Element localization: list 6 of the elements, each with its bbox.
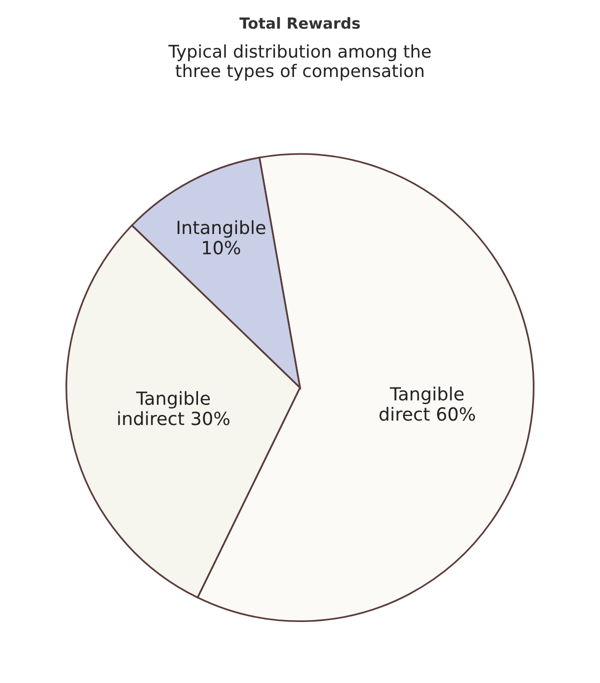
- chart-subtitle: Typical distribution among the three types of compensation: [168, 44, 431, 81]
- data-label: 10%: [202, 240, 240, 254]
- chart-title: Total Rewards: [239, 17, 360, 29]
- slice-label: Tangible indirect 30%: [118, 391, 230, 426]
- slice-label: Tangible direct 60%: [379, 386, 475, 421]
- slice-label: Intangible: [178, 220, 266, 238]
